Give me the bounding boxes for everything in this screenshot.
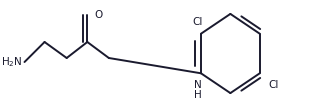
Text: O: O (95, 10, 103, 20)
Text: Cl: Cl (268, 80, 279, 90)
Text: H: H (194, 90, 202, 100)
Text: N: N (194, 80, 202, 90)
Text: Cl: Cl (193, 17, 203, 27)
Text: H$_2$N: H$_2$N (2, 55, 23, 69)
